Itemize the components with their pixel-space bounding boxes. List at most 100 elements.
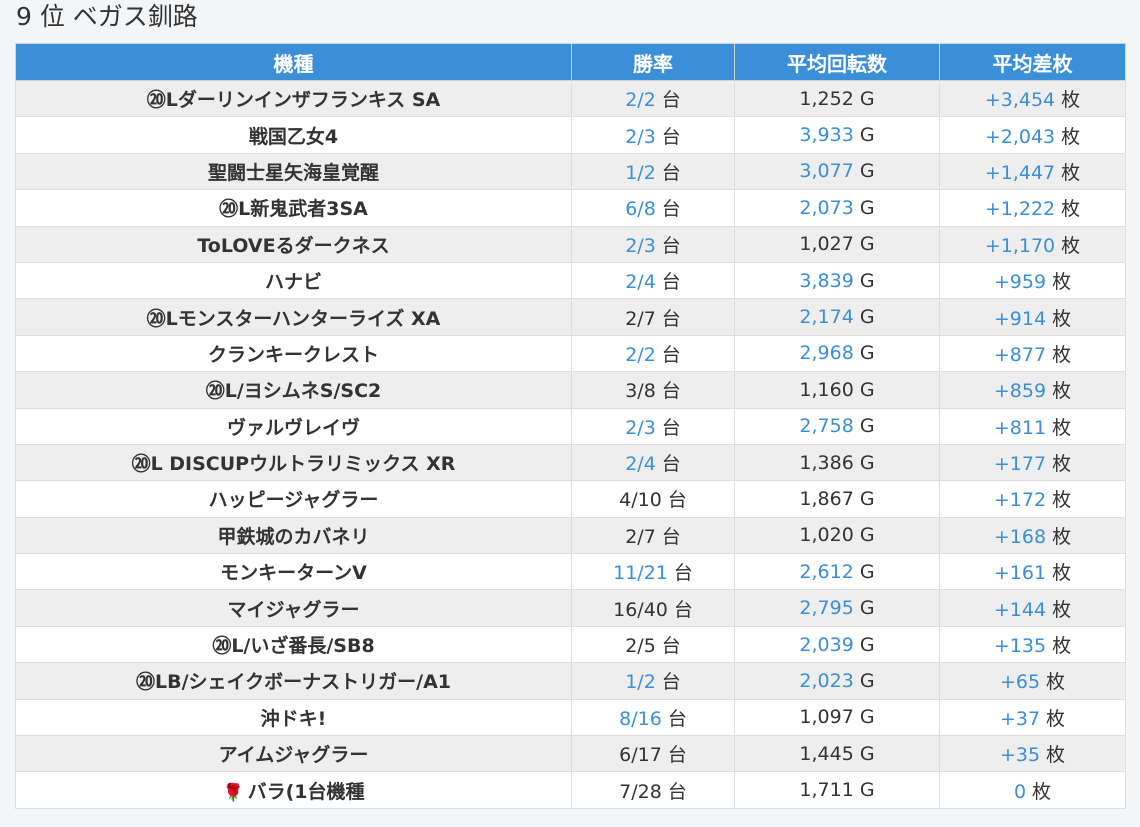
- win-rate-value-unit: 台: [661, 453, 681, 476]
- avg-diff-cell: +2,043 枚: [939, 116, 1126, 154]
- avg-spins-cell: 1,386 G: [734, 443, 940, 482]
- win-rate-value: 11/21: [613, 562, 668, 585]
- avg-spins-cell: 2,039 G: [734, 625, 940, 664]
- win-rate-value-unit: 台: [661, 89, 681, 112]
- ranking-table: 機種 勝率 平均回転数 平均差枚 ⑳Lダーリンインザフランキス SA 2/2 台 1,…: [15, 43, 1126, 809]
- avg-spins-value: 3,077: [799, 160, 854, 183]
- machine-name-cell[interactable]: モンキーターンV: [15, 553, 572, 591]
- avg-spins-cell: 1,097 G: [734, 698, 940, 737]
- win-rate-value: 7/28: [619, 780, 662, 803]
- avg-spins-value-unit: G: [859, 633, 875, 656]
- win-rate-value-unit: 台: [667, 780, 687, 803]
- avg-spins-cell: 3,077 G: [734, 152, 940, 191]
- machine-name-cell[interactable]: ⑳L新鬼武者3SA: [15, 189, 572, 227]
- header-win-rate[interactable]: 勝率: [571, 43, 735, 81]
- machine-name-cell[interactable]: ToLOVEるダークネス: [15, 225, 572, 263]
- avg-spins-cell: 1,252 G: [734, 79, 940, 118]
- avg-spins-cell: 2,758 G: [734, 407, 940, 445]
- machine-name-cell[interactable]: クランキークレスト: [15, 334, 572, 373]
- avg-diff-value: +877: [993, 343, 1047, 366]
- avg-spins-value: 3,933: [799, 124, 854, 147]
- header-machine[interactable]: 機種: [15, 43, 572, 81]
- machine-name-cell[interactable]: ヴァルヴレイヴ: [15, 407, 572, 445]
- win-rate-value: 2/3: [625, 125, 656, 148]
- machine-name: ⑳L/いざ番長/SB8: [212, 635, 375, 658]
- avg-diff-cell: +877 枚: [939, 334, 1126, 373]
- machine-name: モンキーターンV: [220, 562, 367, 585]
- avg-diff-value: +65: [999, 671, 1041, 694]
- table-row: 沖ドキ! 8/16 台 1,097 G +37 枚: [15, 698, 1126, 737]
- machine-name-cell[interactable]: マイジャグラー: [15, 589, 572, 627]
- table-row: 🌹 バラ(1台機種 7/28 台 1,711 G 0 枚: [15, 771, 1126, 809]
- win-rate-cell: 2/4 台: [571, 443, 735, 482]
- machine-name-cell[interactable]: ⑳Lモンスターハンターライズ XA: [15, 298, 572, 336]
- avg-spins-value: 2,795: [799, 597, 854, 620]
- machine-name-cell[interactable]: 🌹 バラ(1台機種: [15, 771, 572, 809]
- avg-diff-value-unit: 枚: [1052, 598, 1072, 621]
- table-row: ヴァルヴレイヴ 2/3 台 2,758 G +811 枚: [15, 407, 1126, 445]
- avg-diff-value: +172: [993, 489, 1047, 512]
- avg-spins-cell: 1,020 G: [734, 516, 940, 555]
- win-rate-value: 2/5: [625, 635, 656, 658]
- avg-diff-cell: +177 枚: [939, 443, 1126, 482]
- avg-diff-cell: +1,222 枚: [939, 189, 1126, 227]
- machine-name-cell[interactable]: 聖闘士星矢海皇覚醒: [15, 152, 572, 191]
- machine-name: ⑳Lダーリンインザフランキス SA: [146, 89, 441, 112]
- win-rate-value: 8/16: [619, 707, 662, 730]
- machine-name-cell[interactable]: ⑳Lダーリンインザフランキス SA: [15, 79, 572, 118]
- machine-name-cell[interactable]: 甲鉄城のカバネリ: [15, 516, 572, 555]
- avg-spins-cell: 1,867 G: [734, 480, 940, 518]
- machine-name-cell[interactable]: ⑳L/ヨシムネS/SC2: [15, 371, 572, 409]
- avg-diff-value: +161: [993, 562, 1047, 585]
- table-row: 戦国乙女4 2/3 台 3,933 G +2,043 枚: [15, 116, 1126, 154]
- win-rate-value: 6/8: [625, 198, 656, 221]
- avg-spins-cell: 2,073 G: [734, 189, 940, 227]
- avg-spins-value-unit: G: [859, 451, 875, 474]
- table-row: モンキーターンV 11/21 台 2,612 G +161 枚: [15, 553, 1126, 591]
- table-row: ⑳Lダーリンインザフランキス SA 2/2 台 1,252 G +3,454 枚: [15, 79, 1126, 118]
- avg-diff-value: 0: [1013, 780, 1027, 803]
- machine-name: ヴァルヴレイヴ: [226, 416, 360, 439]
- avg-spins-value: 1,867: [799, 487, 854, 510]
- header-avg-spins[interactable]: 平均回転数: [734, 43, 940, 81]
- avg-diff-value: +914: [993, 307, 1047, 330]
- avg-spins-value-unit: G: [859, 269, 875, 292]
- header-avg-diff[interactable]: 平均差枚: [939, 43, 1126, 81]
- avg-diff-cell: +811 枚: [939, 407, 1126, 445]
- win-rate-value-unit: 台: [661, 198, 681, 221]
- machine-name-cell[interactable]: 沖ドキ!: [15, 698, 572, 737]
- table-row: 聖闘士星矢海皇覚醒 1/2 台 3,077 G +1,447 枚: [15, 152, 1126, 191]
- machine-name-cell[interactable]: ⑳L/いざ番長/SB8: [15, 625, 572, 664]
- machine-name-cell[interactable]: ハッピージャグラー: [15, 480, 572, 518]
- avg-spins-value: 2,968: [799, 342, 854, 365]
- machine-name-cell[interactable]: ハナビ: [15, 261, 572, 300]
- machine-name: ⑳L/ヨシムネS/SC2: [205, 380, 382, 403]
- machine-name-cell[interactable]: アイムジャグラー: [15, 735, 572, 773]
- machine-name: ⑳L新鬼武者3SA: [219, 198, 368, 221]
- win-rate-cell: 11/21 台: [571, 553, 735, 591]
- avg-diff-value: +1,222: [984, 198, 1056, 221]
- rose-icon: 🌹: [222, 782, 244, 803]
- avg-diff-value-unit: 枚: [1052, 562, 1072, 585]
- win-rate-cell: 2/7 台: [571, 298, 735, 336]
- machine-name: ⑳Lモンスターハンターライズ XA: [146, 307, 441, 330]
- avg-spins-value-unit: G: [859, 306, 875, 329]
- win-rate-cell: 2/3 台: [571, 225, 735, 263]
- win-rate-value: 2/4: [625, 453, 656, 476]
- machine-name: 沖ドキ!: [260, 707, 327, 730]
- machine-name-cell[interactable]: ⑳L DISCUPウルトラリミックス XR: [15, 443, 572, 482]
- avg-spins-value-unit: G: [859, 597, 875, 620]
- machine-name-cell[interactable]: ⑳LB/シェイクボーナストリガー/A1: [15, 662, 572, 700]
- win-rate-value: 3/8: [625, 380, 656, 403]
- win-rate-value-unit: 台: [667, 707, 687, 730]
- avg-diff-value-unit: 枚: [1046, 707, 1066, 730]
- win-rate-value-unit: 台: [667, 489, 687, 512]
- win-rate-value-unit: 台: [661, 525, 681, 548]
- avg-spins-value: 1,386: [799, 451, 854, 474]
- machine-name: ⑳L DISCUPウルトラリミックス XR: [131, 453, 456, 476]
- win-rate-cell: 2/7 台: [571, 516, 735, 555]
- machine-name-cell[interactable]: 戦国乙女4: [15, 116, 572, 154]
- avg-diff-value: +144: [993, 598, 1047, 621]
- avg-diff-value: +3,454: [984, 89, 1056, 112]
